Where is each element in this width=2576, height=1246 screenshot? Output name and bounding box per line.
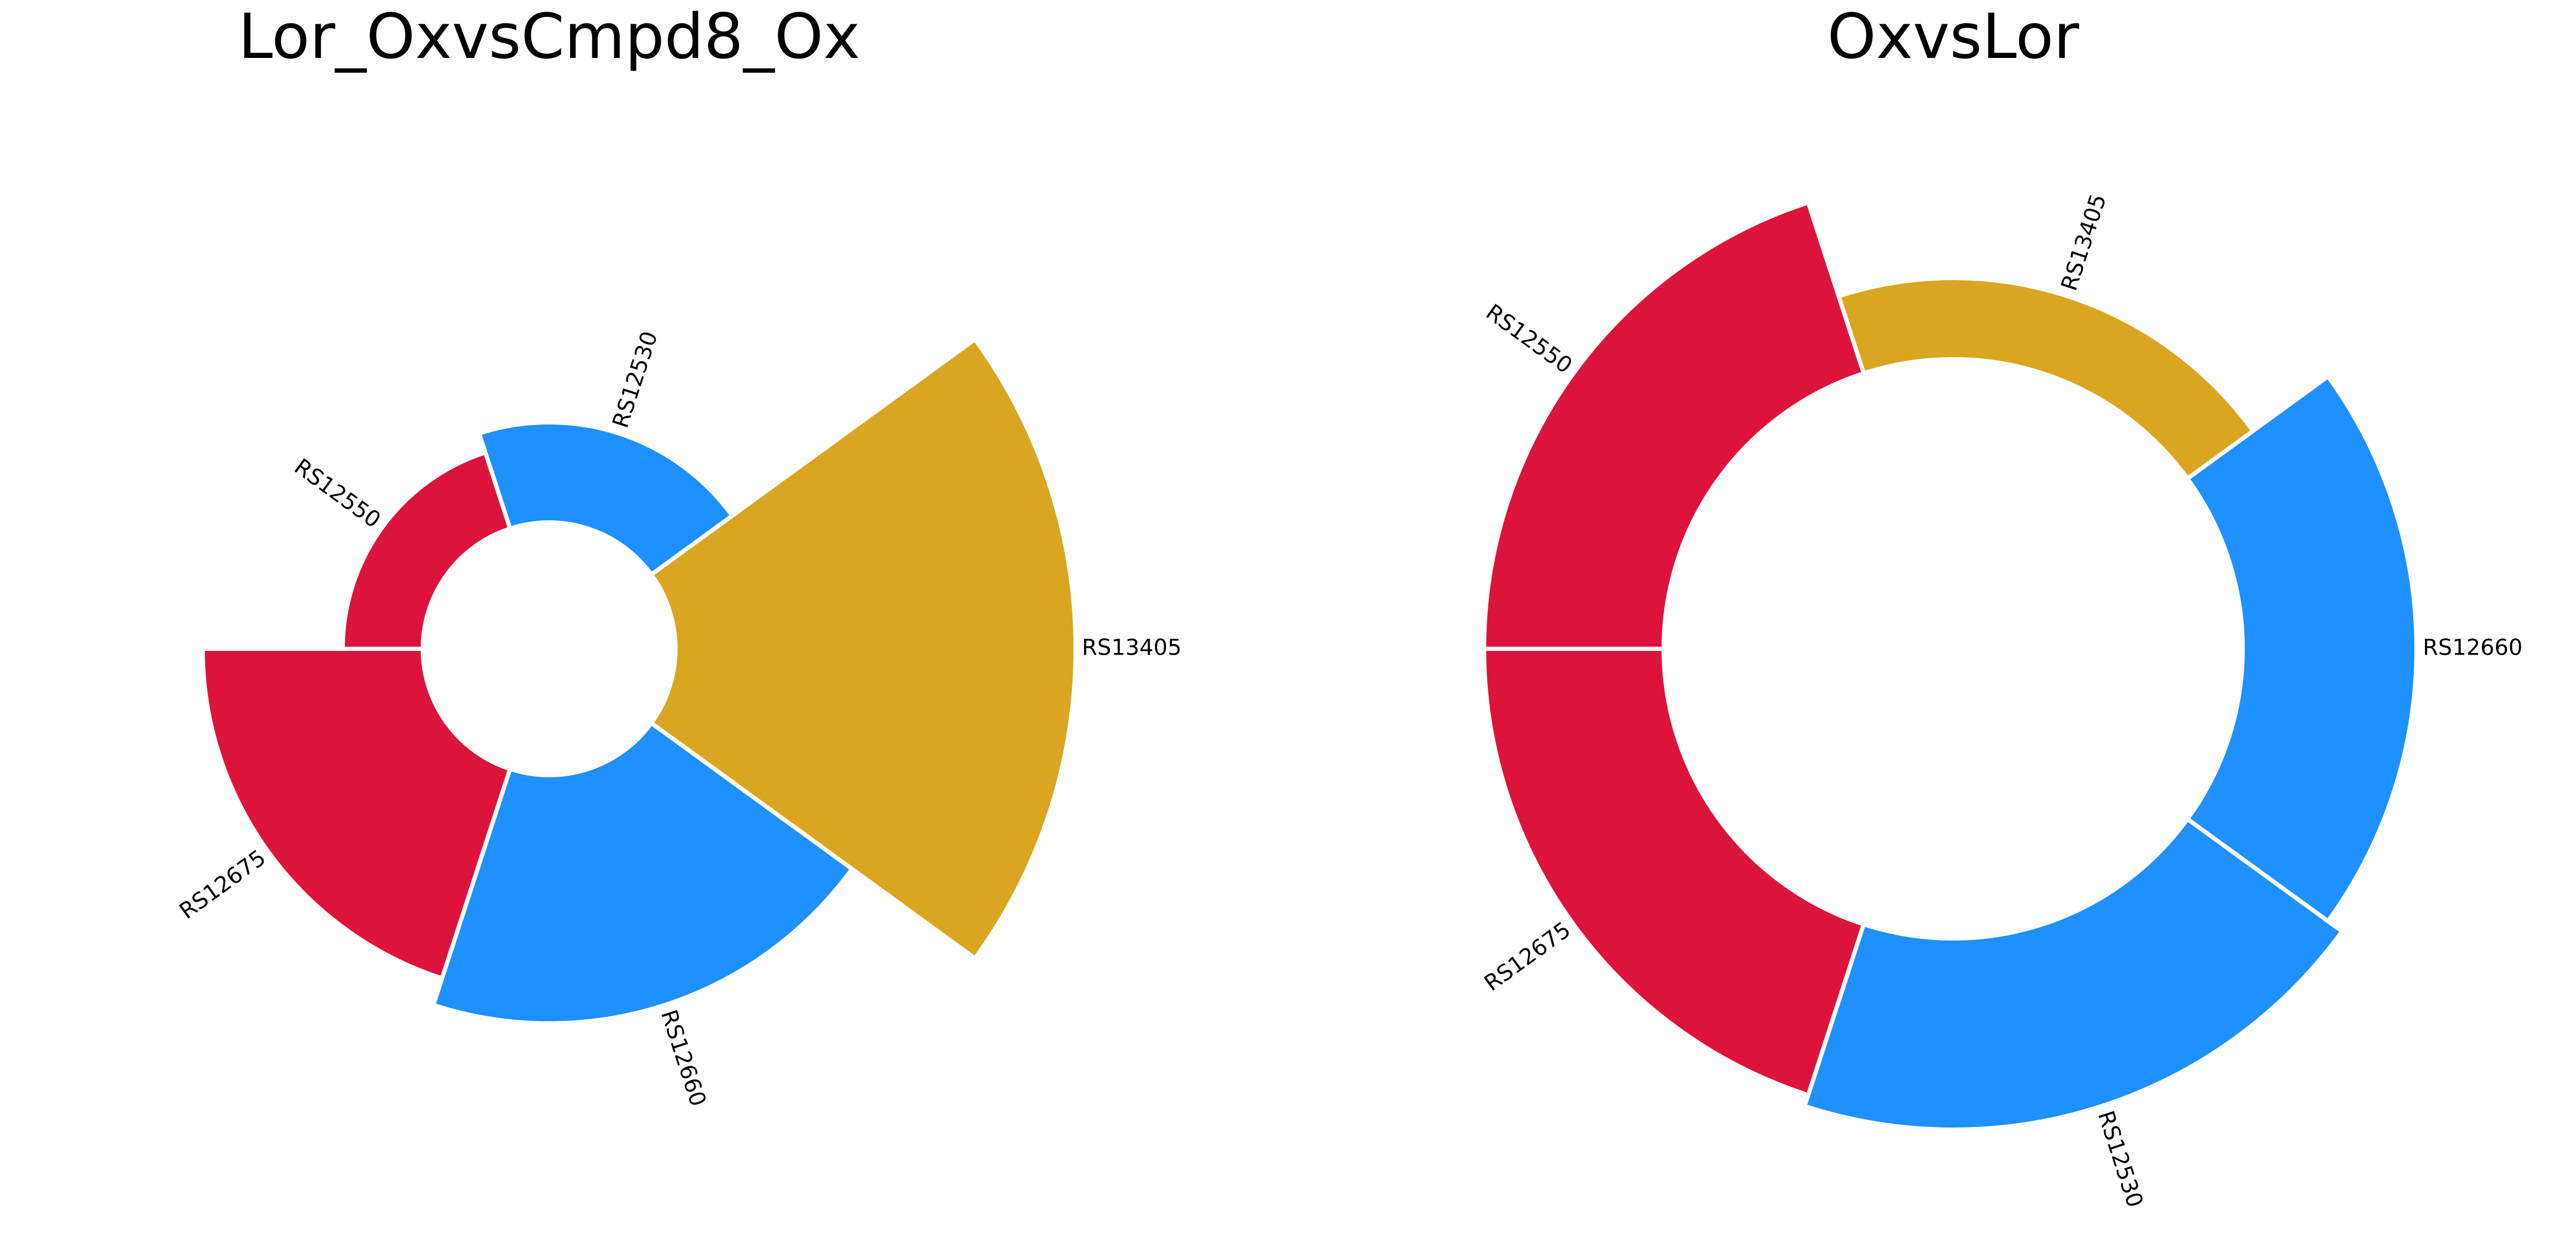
- bar-label: RS12660: [656, 1006, 711, 1109]
- polar-chart-right: OxvsLor RS12660 RS13405 RS12550 RS12675 RS12…: [1479, 0, 2522, 1211]
- bar-label: RS12550: [1481, 299, 1577, 379]
- chart-title: OxvsLor: [1827, 0, 2080, 73]
- bar-rs12660: [2184, 373, 2419, 924]
- bar-label: RS12660: [2423, 635, 2522, 660]
- bar-label: RS12530: [2093, 1107, 2148, 1210]
- bar-rs12530: [476, 420, 735, 578]
- bar-rs12530: [1802, 816, 2345, 1132]
- bar-label: RS13405: [2056, 191, 2111, 293]
- chart-title: Lor_OxvsCmpd8_Ox: [238, 0, 860, 73]
- bar-rs12660: [431, 720, 855, 1026]
- bar-rs13405: [648, 336, 1078, 962]
- bar-rs12550: [340, 450, 513, 651]
- bar-rs13405: [1836, 276, 2256, 482]
- bar-label: RS12675: [1479, 917, 1575, 996]
- bar-rs12675: [200, 647, 513, 981]
- polar-chart-left: Lor_OxvsCmpd8_Ox RS13405 RS12530 RS12550 RS…: [175, 0, 1182, 1110]
- bar-label: RS12675: [175, 845, 271, 924]
- bar-label: RS12550: [290, 453, 385, 533]
- bar-rs12550: [1481, 200, 1867, 651]
- bar-rs12675: [1481, 647, 1867, 1098]
- bar-label: RS13405: [1082, 635, 1181, 660]
- bar-label: RS12530: [607, 328, 662, 431]
